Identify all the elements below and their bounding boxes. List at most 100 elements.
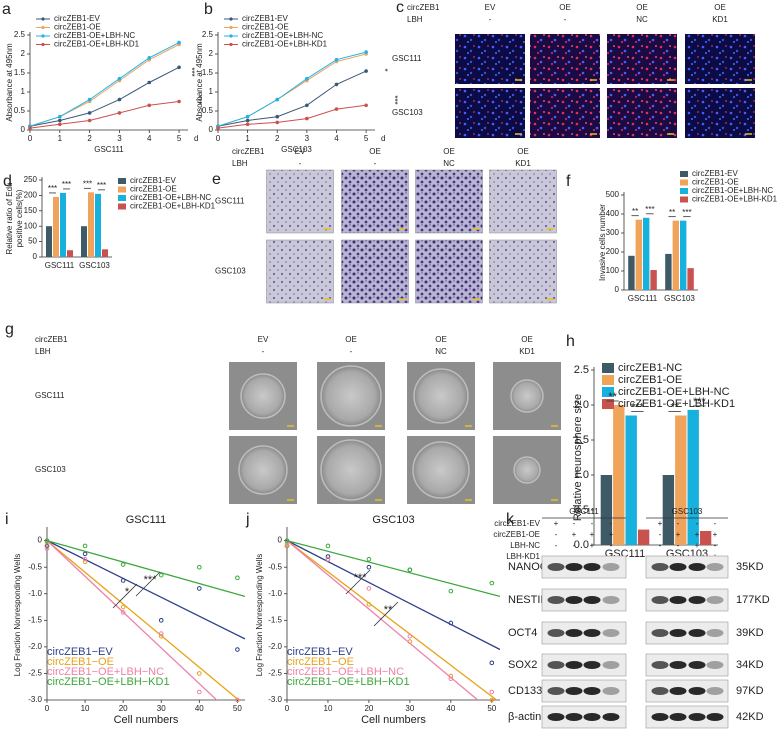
fluorescence-image [455,88,525,138]
data-point [284,543,290,549]
lane-sign: - [555,530,558,539]
legend-label: circZEB1-OE+LBH-KD1 [130,202,216,211]
y-tick-label: 100 [24,221,38,230]
x-axis-label: GSC103 [281,145,312,154]
column-label: OE [714,3,726,12]
data-point [117,76,122,81]
neurosphere [412,441,470,499]
x-tick-label: GSC103 [664,294,695,303]
blot-band [706,713,724,721]
legend-swatch [118,178,126,184]
lane-sign: + [572,530,577,539]
legend-label: circZEB1-EV [692,169,738,178]
data-point [177,40,181,45]
x-tick-label: 40 [195,704,204,713]
x-tick-label: 20 [119,704,128,713]
legend-label: circZEB1-OE [130,185,177,194]
y-tick-label: 50 [28,237,37,246]
fit-line [47,540,218,700]
fluorescence-image [530,34,600,84]
panel-letter: j [245,511,250,528]
fluorescence-image [685,88,755,138]
bar [687,409,699,545]
header-label: LBH [232,159,248,168]
blot-band [706,563,724,571]
blot-band [602,596,620,604]
data-point [489,660,495,666]
fit-line [287,540,498,700]
blot-band [583,596,601,604]
data-point [448,588,454,594]
significance: *** [354,572,368,584]
data-point [197,671,202,676]
bar [625,415,637,545]
legend-label: circZEB1-OE [618,374,682,386]
legend-label: circZEB1-EV [54,14,100,23]
blot-band [565,687,583,695]
data-point [87,97,92,102]
legend-swatch [118,195,126,201]
blot-strip [645,705,729,729]
y-tick-label: 0.5 [202,106,214,115]
legend-label: circZEB1-OE [692,178,739,187]
significance: *** [682,208,691,217]
x-tick-label: GSC111 [628,294,658,303]
x-tick-label: 3 [305,134,310,143]
row-label: GSC111 [215,197,245,206]
bar [675,415,687,545]
legend-label: circZEB1-OE+LBH-KD1 [242,40,328,49]
y-tick-label: 500 [606,190,620,199]
lane-sign: - [659,530,662,539]
protein-size: 39KD [736,627,764,639]
y-axis-label: Relative ratio of Edu [5,182,14,254]
significance: *** [97,181,106,190]
data-point [235,575,240,581]
legend-marker [41,42,45,47]
significance: *** [48,184,57,193]
y-tick-label: 2.5 [14,30,26,39]
condition-label: circZEB1-OE [493,530,540,539]
data-point [120,578,126,583]
protein-label: β-actin [508,711,541,723]
row-label: GSC111 [392,54,422,63]
y-tick-label: 1.5 [574,434,589,446]
data-point [275,120,280,125]
blot-band [583,629,601,637]
x-tick-label: 2 [87,134,92,143]
data-point [245,118,250,123]
data-point [325,554,331,559]
y-tick-label: 0.5 [574,504,589,516]
bar [67,250,73,257]
data-point [305,76,309,81]
data-point [235,697,240,703]
y-tick-label: 1.0 [574,469,589,481]
invasion-image [341,239,409,304]
data-point [120,604,126,610]
y-tick-label: 0 [615,285,620,294]
significance: ** [384,604,393,616]
column-label: NC [435,347,447,356]
blot-band [688,596,706,604]
data-point [158,631,164,636]
blot-band [706,629,724,637]
blot-band [565,713,583,721]
legend-label: circZEB1-NC [618,362,682,374]
column-label: OE [345,335,357,344]
data-point [147,56,152,60]
blot-band [547,629,565,637]
column-label: - [374,159,377,168]
data-point [325,543,331,549]
blot-strip [645,555,729,579]
legend-label: circZEB1-EV [130,176,176,185]
significance: * [125,586,130,598]
x-unit: d [194,134,198,143]
column-label: EV [485,3,496,12]
y-axis-label: positive cells(%) [15,189,24,247]
blot-strip [645,588,729,612]
significance: ** [670,401,679,413]
blot-band [547,596,565,604]
y-tick-label: 1 [21,87,26,96]
protein-label: CD133 [508,685,542,697]
protein-size: 42KD [736,711,764,723]
